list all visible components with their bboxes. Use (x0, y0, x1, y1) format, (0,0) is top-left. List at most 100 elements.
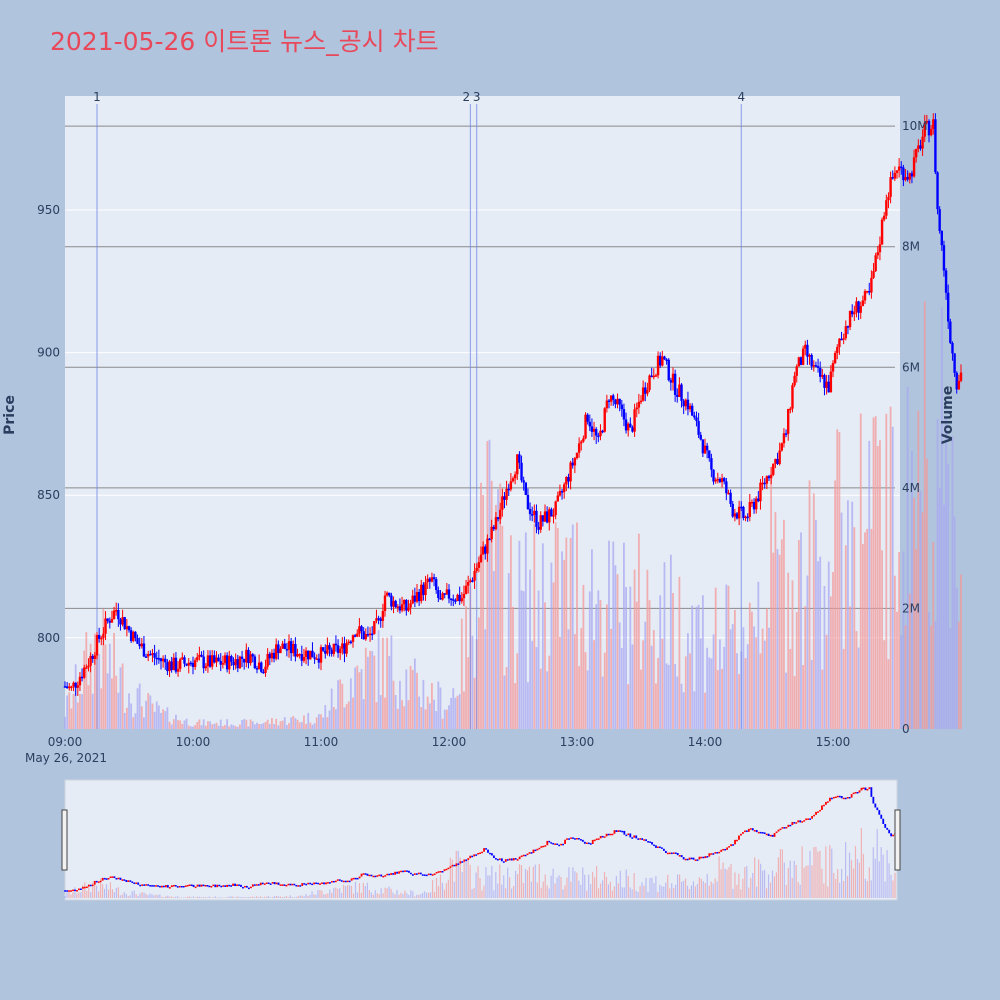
slider-candle (834, 796, 837, 799)
slider-volume-bar (797, 881, 799, 898)
volume-bar (450, 697, 453, 729)
slider-candle (253, 884, 256, 886)
volume-bar (599, 600, 602, 729)
volume-bar (431, 682, 433, 729)
candle-body (750, 501, 754, 504)
candle-body (138, 643, 141, 647)
volume-bar (268, 724, 271, 729)
range-slider-left-handle[interactable] (61, 809, 68, 871)
slider-volume-bar (465, 858, 467, 898)
volume-bar (817, 561, 819, 729)
candle-body (539, 515, 542, 530)
slider-volume-bar (271, 897, 274, 898)
slider-candle (133, 882, 136, 885)
candle-body (106, 618, 109, 621)
slider-volume-bar (631, 889, 633, 898)
volume-bar (72, 693, 75, 729)
volume-tick-label: 2M (902, 601, 920, 615)
slider-candle (289, 883, 292, 886)
volume-bar (507, 573, 510, 729)
candle-body (413, 595, 417, 602)
slider-candle (504, 859, 507, 862)
slider-volume-bar (94, 884, 96, 898)
slider-candle (344, 880, 347, 883)
slider-candle (192, 884, 195, 887)
slider-volume-bar (422, 892, 424, 898)
candle-body (614, 399, 617, 405)
candle-body (652, 375, 655, 378)
volume-bar (328, 710, 331, 729)
slider-candle (858, 790, 861, 793)
volume-bar (153, 711, 156, 729)
slider-volume-bar (153, 895, 155, 898)
slider-candle (605, 833, 608, 837)
time-tick-label: 11:00 (304, 735, 339, 749)
slider-candle (186, 884, 189, 887)
slider-volume-bar (647, 891, 649, 898)
slider-volume-bar (107, 889, 110, 898)
volume-bar (422, 679, 425, 729)
slider-candle (81, 886, 84, 889)
slider-volume-bar (874, 858, 876, 898)
slider-volume-bar (888, 863, 890, 898)
slider-candle (447, 867, 450, 870)
slider-candle (336, 879, 339, 881)
candle-body (230, 656, 233, 662)
candle-body (524, 482, 527, 495)
volume-bar (925, 458, 928, 729)
volume-bar (731, 624, 734, 729)
candle-body (853, 312, 856, 315)
volume-bar (539, 668, 542, 729)
range-slider-volume (64, 828, 896, 898)
slider-candle (532, 849, 535, 854)
slider-volume-bar (862, 853, 864, 898)
range-slider-right-handle[interactable] (894, 809, 901, 871)
slider-volume-bar (588, 874, 590, 898)
candle-body (537, 526, 540, 530)
slider-candle (749, 828, 752, 830)
slider-candle (856, 791, 859, 794)
slider-candle (477, 852, 480, 855)
slider-volume-bar (813, 847, 815, 898)
slider-volume-bar (305, 894, 307, 898)
slider-candle (437, 871, 440, 873)
slider-candle (615, 830, 618, 832)
slider-volume-bar (473, 887, 475, 898)
slider-candle (530, 852, 533, 854)
slider-candle (846, 797, 849, 799)
slider-candle (433, 873, 436, 875)
time-tick-label: 15:00 (816, 735, 851, 749)
volume-bar (655, 683, 657, 729)
candle-body (65, 686, 69, 689)
slider-volume-bar (111, 889, 114, 898)
slider-volume-bar (651, 877, 653, 898)
slider-candle (728, 846, 730, 848)
slider-candle (412, 874, 414, 876)
volume-bar (527, 682, 529, 729)
slider-volume-bar (730, 863, 732, 898)
candle-body (405, 600, 408, 611)
slider-volume-bar (244, 897, 246, 898)
slider-volume-bar (572, 867, 574, 898)
volume-bar (108, 643, 111, 729)
volume-bar (951, 436, 954, 729)
slider-candle (176, 886, 179, 888)
slider-candle (619, 830, 622, 832)
candle-body (452, 599, 455, 601)
slider-volume-bar (623, 887, 625, 898)
candle-body (289, 641, 293, 654)
slider-candle (595, 838, 598, 841)
slider-volume-bar (64, 896, 66, 898)
slider-volume-bar (726, 869, 728, 898)
slider-candle (643, 839, 646, 841)
volume-bar (292, 715, 295, 729)
volume-tick-label: 0 (902, 722, 910, 736)
slider-candle (589, 843, 592, 845)
slider-candle (303, 883, 306, 885)
candle-body (441, 593, 444, 600)
slider-candle (666, 852, 669, 855)
slider-volume-bar (392, 892, 394, 898)
slider-volume-bar (815, 846, 817, 898)
candle-body (277, 644, 280, 654)
candle-body (533, 510, 536, 515)
